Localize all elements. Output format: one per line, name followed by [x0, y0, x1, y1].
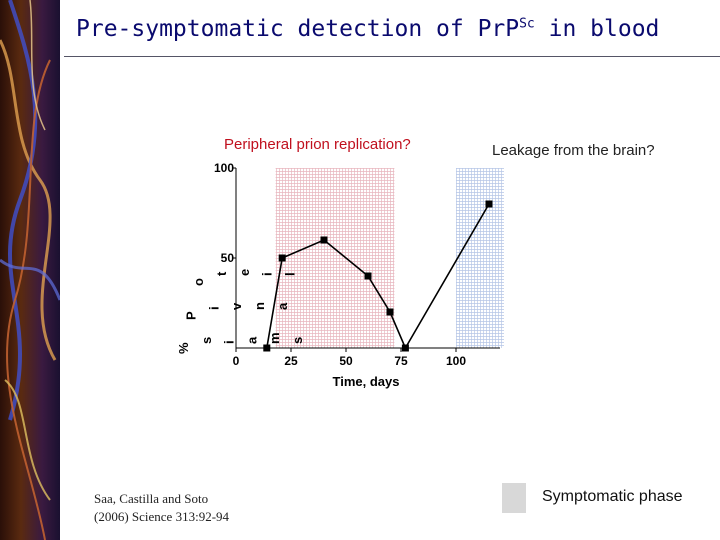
y-label-fragment: a — [275, 302, 290, 310]
y-label-fragment: a — [244, 336, 259, 344]
legend-swatch — [502, 483, 526, 513]
y-label-fragment: % — [176, 342, 191, 354]
y-tick-label: 100 — [214, 161, 234, 175]
y-label-fragment: i — [222, 340, 237, 344]
title-divider — [64, 56, 720, 57]
annotation-leakage: Leakage from the brain? — [492, 142, 655, 159]
y-label-fragment: l — [282, 272, 297, 276]
annotation-peripheral: Peripheral prion replication? — [224, 136, 411, 153]
data-point — [278, 254, 286, 262]
x-axis-label: Time, days — [333, 374, 400, 389]
y-label-fragment: i — [260, 272, 275, 276]
x-tick-label: 25 — [284, 354, 298, 368]
x-tick-label: 0 — [233, 354, 240, 368]
legend-label: Symptomatic phase — [542, 488, 683, 505]
y-label-fragment: o — [191, 278, 206, 286]
x-tick-label: 75 — [394, 354, 408, 368]
data-point — [320, 236, 328, 244]
y-label-fragment: s — [290, 337, 305, 344]
chart-axes — [232, 167, 500, 352]
y-label-fragment: m — [267, 332, 282, 344]
data-point — [401, 344, 409, 352]
series-line — [263, 200, 493, 352]
data-point — [263, 344, 271, 352]
neuron-art-icon — [0, 0, 60, 540]
y-label-fragment: v — [229, 302, 244, 310]
x-tick-label: 100 — [446, 354, 466, 368]
y-label-fragment: t — [214, 271, 229, 276]
y-label-fragment: n — [252, 302, 267, 310]
citation: Saa, Castilla and Soto (2006) Science 31… — [94, 490, 229, 526]
citation-line-2: (2006) Science 313:92-94 — [94, 509, 230, 524]
y-label-fragment: i — [206, 306, 221, 310]
y-tick-label: 50 — [221, 251, 235, 265]
phase-band — [275, 168, 395, 348]
phase-band — [456, 168, 504, 348]
data-point — [364, 272, 372, 280]
y-label-fragment: P — [184, 311, 199, 320]
x-tick-label: 50 — [339, 354, 353, 368]
data-point — [386, 308, 394, 316]
y-label-fragment: e — [237, 269, 252, 276]
citation-line-1: Saa, Castilla and Soto — [94, 491, 209, 506]
y-label-fragment: s — [199, 337, 214, 344]
page-title: Pre-symptomatic detection of PrPSc in bl… — [76, 16, 660, 42]
phase-bands — [275, 168, 504, 348]
data-point — [485, 200, 493, 208]
side-decoration — [0, 0, 60, 540]
